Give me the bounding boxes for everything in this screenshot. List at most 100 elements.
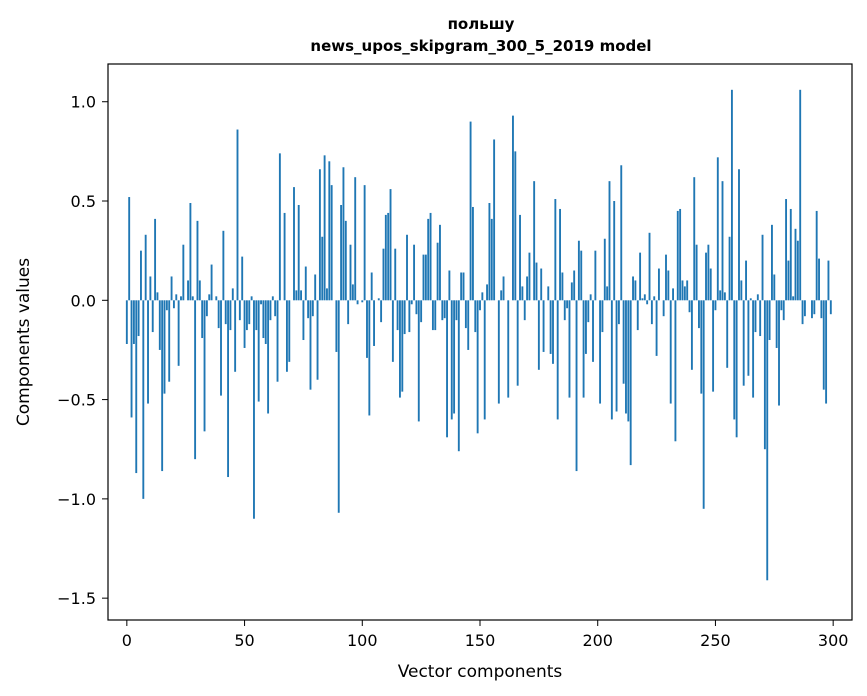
bar-231 — [669, 300, 672, 404]
bar-277 — [778, 300, 780, 406]
bar-262 — [742, 300, 745, 386]
bar-86 — [328, 161, 331, 301]
bar-243 — [698, 300, 700, 329]
bar-288 — [803, 300, 806, 317]
bar-266 — [752, 300, 755, 398]
bar-59 — [264, 300, 267, 344]
bar-215 — [632, 276, 634, 301]
bar-45 — [231, 288, 234, 301]
bar-112 — [389, 189, 392, 301]
bar-27 — [189, 203, 192, 301]
bar-13 — [156, 292, 159, 301]
bar-261 — [740, 280, 743, 301]
bar-116 — [399, 300, 401, 398]
bar-54 — [253, 300, 255, 519]
bar-137 — [448, 270, 451, 301]
bar-14 — [158, 300, 161, 350]
bar-174 — [535, 262, 538, 301]
bar-278 — [780, 300, 783, 311]
bar-21 — [175, 294, 178, 301]
bar-140 — [455, 300, 458, 321]
bar-64 — [276, 300, 279, 382]
bar-182 — [554, 199, 557, 301]
bar-257 — [730, 89, 733, 301]
bar-17 — [165, 300, 168, 311]
bar-197 — [589, 294, 592, 301]
bar-26 — [187, 280, 189, 301]
bar-236 — [681, 280, 684, 301]
bar-93 — [344, 220, 347, 301]
bar-77 — [307, 300, 310, 319]
bar-159 — [500, 290, 503, 301]
bar-56 — [257, 300, 260, 402]
bar-40 — [220, 300, 222, 396]
bar-29 — [194, 300, 197, 460]
bar-246 — [705, 252, 707, 301]
bar-220 — [643, 294, 646, 301]
bar-154 — [488, 203, 491, 301]
chart-title: польшу — [448, 15, 515, 33]
bar-23 — [180, 296, 182, 301]
bar-214 — [629, 300, 632, 466]
bar-188 — [568, 300, 571, 398]
bar-126 — [422, 254, 425, 301]
bar-100 — [361, 300, 364, 303]
bar-225 — [655, 300, 658, 356]
bar-147 — [471, 206, 474, 301]
bar-209 — [617, 300, 620, 325]
y-tick-label-4: −1.0 — [57, 490, 96, 509]
bar-219 — [641, 298, 644, 301]
bar-67 — [283, 212, 286, 301]
bar-267 — [754, 300, 757, 333]
bar-6 — [140, 250, 142, 301]
bar-245 — [702, 300, 705, 509]
bar-226 — [657, 268, 660, 301]
bar-282 — [789, 208, 792, 301]
bar-201 — [599, 300, 602, 404]
plot-frame — [107, 63, 853, 621]
bar-141 — [457, 300, 460, 452]
bar-252 — [719, 290, 722, 301]
bar-254 — [723, 292, 726, 301]
bar-173 — [533, 181, 536, 301]
bar-180 — [549, 300, 552, 354]
bar-73 — [297, 204, 300, 301]
bar-186 — [563, 300, 566, 321]
bar-273 — [768, 300, 771, 341]
bar-232 — [672, 288, 674, 301]
bar-146 — [469, 121, 472, 301]
bar-237 — [683, 286, 686, 301]
bar-263 — [745, 260, 747, 301]
bar-65 — [278, 153, 281, 301]
bar-1 — [128, 197, 131, 301]
x-axis-ticks: 0 50 100 150 200 250 300 — [122, 620, 848, 650]
bar-48 — [238, 300, 241, 321]
bar-165 — [514, 151, 517, 301]
bar-71 — [293, 187, 295, 301]
bar-72 — [295, 290, 298, 301]
x-tick-label-0: 0 — [122, 631, 132, 650]
bar-184 — [559, 208, 561, 301]
bar-85 — [326, 288, 328, 301]
bar-164 — [512, 115, 514, 301]
bar-176 — [540, 268, 543, 301]
bar-51 — [245, 300, 248, 331]
bar-136 — [446, 300, 448, 438]
bar-229 — [665, 254, 667, 301]
bar-131 — [434, 300, 437, 331]
x-tick-label-50: 50 — [234, 631, 254, 650]
bar-233 — [674, 300, 677, 442]
bar-117 — [401, 300, 404, 392]
y-axis-label: Components values — [14, 258, 34, 426]
bar-149 — [476, 300, 479, 434]
bar-104 — [370, 272, 373, 301]
bar-260 — [738, 169, 740, 301]
y-tick-label-5: −1.5 — [57, 589, 96, 608]
bar-196 — [587, 300, 590, 323]
bar-192 — [577, 240, 580, 301]
bar-212 — [625, 300, 627, 414]
bar-286 — [799, 89, 802, 301]
bar-110 — [384, 214, 387, 301]
bar-211 — [622, 300, 625, 384]
bar-193 — [580, 250, 583, 301]
